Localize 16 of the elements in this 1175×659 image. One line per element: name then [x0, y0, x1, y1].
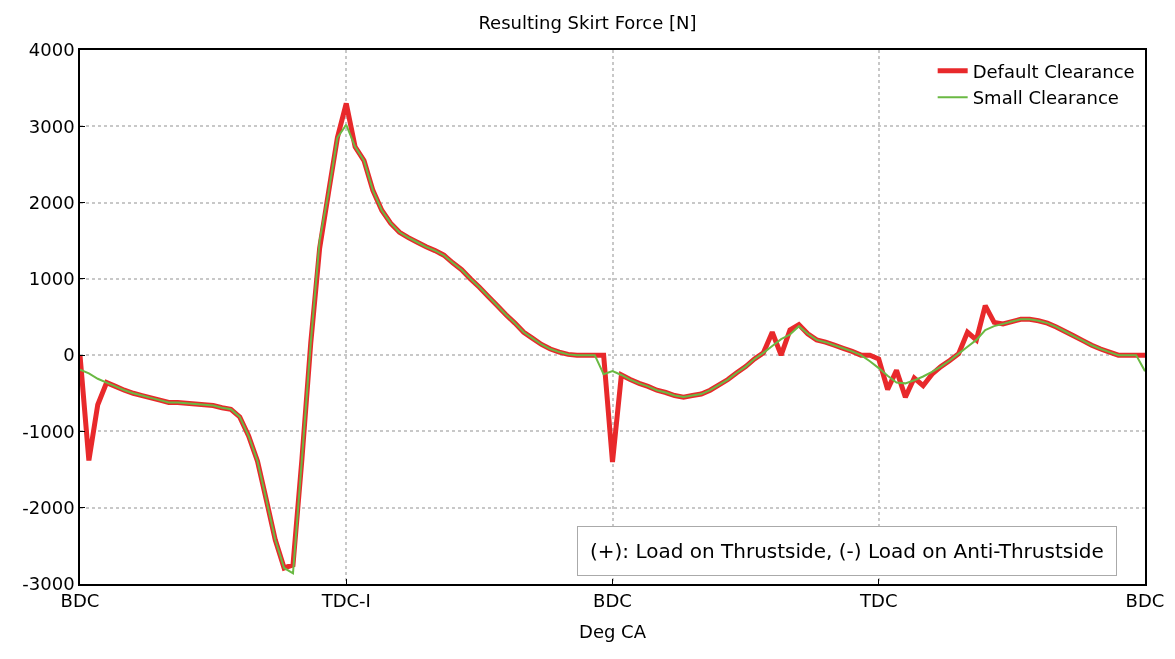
x-tick-label: BDC — [1125, 590, 1165, 612]
x-tick-label: BDC — [593, 590, 632, 612]
x-tick-label: TDC — [859, 590, 898, 612]
legend-label: Small Clearance — [972, 87, 1119, 109]
chart-title: Resulting Skirt Force [N] — [478, 12, 697, 34]
y-tick-label: 0 — [63, 344, 75, 366]
y-tick-label: 1000 — [28, 268, 75, 290]
y-tick-label: 4000 — [28, 39, 75, 61]
x-axis-title: Deg CA — [579, 620, 647, 642]
y-tick-label: 2000 — [28, 191, 75, 213]
y-tick-label: -1000 — [22, 420, 75, 442]
annotation: (+): Load on Thrustside, (-) Load on Anti-Thrustside — [590, 539, 1104, 563]
y-tick-label: 3000 — [28, 115, 75, 137]
x-tick-label: TDC-I — [320, 590, 371, 612]
legend-label: Default Clearance — [972, 60, 1135, 82]
y-tick-label: -2000 — [22, 497, 75, 519]
